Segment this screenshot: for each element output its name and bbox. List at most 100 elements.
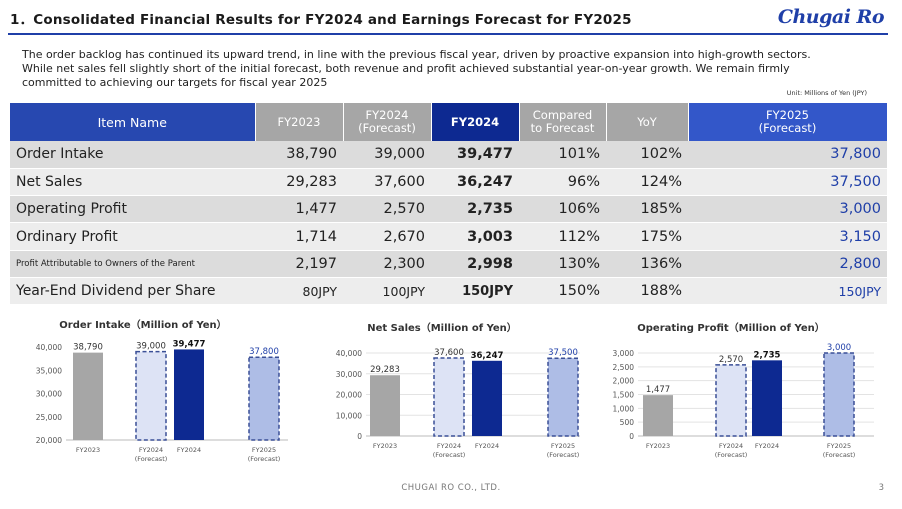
cell-fy2024: 36,247 — [431, 168, 519, 197]
x-tick-label: FY2024 — [719, 442, 743, 450]
header-fy2024-forecast-line2: (Forecast) — [358, 121, 416, 135]
title-divider — [8, 33, 888, 35]
data-label: 38,790 — [73, 343, 103, 353]
data-label: 39,477 — [173, 339, 206, 349]
y-tick-label: 0 — [629, 432, 634, 441]
data-label: 29,283 — [370, 365, 400, 375]
cell-compared: 130% — [519, 250, 606, 278]
bar — [715, 364, 747, 437]
y-tick-label: 20,000 — [336, 391, 362, 400]
row-name: Year-End Dividend per Share — [10, 277, 255, 306]
cell-fy2024: 2,735 — [431, 195, 519, 224]
row-name: Order Intake — [10, 141, 255, 169]
y-tick-label: 2,000 — [613, 377, 635, 386]
net-sales-chart: Net Sales（Million of Yen） 0 10,000 20,000 30… — [308, 318, 588, 478]
cell-fy2024-forecast: 2,670 — [343, 222, 431, 251]
header-fy2024: FY2024 — [431, 103, 520, 141]
row-name: Operating Profit — [10, 195, 255, 224]
x-tick-label: FY2025 — [827, 442, 851, 450]
bar — [547, 357, 579, 437]
x-tick-label-sub: (Forecast) — [715, 451, 748, 459]
cell-fy2024-forecast: 2,300 — [343, 250, 431, 278]
data-label: 37,500 — [548, 348, 578, 358]
cell-fy2024: 150JPY — [431, 277, 519, 306]
cell-yoy: 188% — [606, 277, 688, 306]
x-tick-label: FY2024 — [755, 442, 779, 450]
x-tick-label-sub: (Forecast) — [433, 451, 466, 459]
x-tick-label: FY2024 — [475, 442, 499, 450]
y-tick-label: 35,000 — [36, 366, 62, 375]
y-tick-label: 1,500 — [613, 391, 635, 400]
unit-note: Unit: Millions of Yen (JPY) — [786, 89, 867, 97]
x-tick-label-sub: (Forecast) — [248, 455, 281, 463]
financial-results-table: Item Name FY2023 FY2024 (Forecast) FY2024… — [10, 103, 888, 306]
x-tick-label: FY2023 — [646, 442, 670, 450]
data-label: 2,735 — [754, 350, 781, 360]
row-name: Profit Attributable to Owners of the Par… — [10, 250, 255, 278]
y-tick-label: 500 — [620, 418, 635, 427]
header-fy2023: FY2023 — [255, 103, 344, 141]
cell-fy2023: 2,197 — [255, 250, 343, 278]
bar — [135, 350, 167, 441]
header-fy2025-line2: (Forecast) — [758, 121, 817, 135]
cell-fy2024-forecast: 37,600 — [343, 168, 431, 197]
chart-title: Operating Profit（Million of Yen） — [637, 321, 824, 334]
cell-fy2024-forecast: 2,570 — [343, 195, 431, 224]
cell-fy2025-forecast: 2,800 — [688, 250, 887, 278]
cell-fy2023: 29,283 — [255, 168, 343, 197]
cell-fy2024: 2,998 — [431, 250, 519, 278]
y-tick-label: 30,000 — [36, 390, 62, 399]
y-tick-label: 0 — [357, 432, 362, 441]
header-fy2025-line1: FY2025 — [766, 108, 809, 122]
cell-fy2025-forecast: 3,150 — [688, 222, 887, 251]
y-tick-label: 3,000 — [613, 349, 635, 358]
cell-fy2024: 3,003 — [431, 222, 519, 251]
x-tick-label-sub: (Forecast) — [547, 451, 580, 459]
y-tick-label: 20,000 — [36, 436, 62, 445]
table-row: Net Sales 29,283 37,600 36,247 96% 124% … — [10, 168, 887, 197]
table-row: Operating Profit 1,477 2,570 2,735 106% … — [10, 195, 887, 224]
bar — [643, 395, 673, 436]
data-label: 36,247 — [471, 351, 504, 361]
table-row: Profit Attributable to Owners of the Par… — [10, 250, 887, 278]
company-logo: Chugai Ro — [777, 6, 885, 28]
header-item-name: Item Name — [10, 103, 256, 141]
cell-fy2024-forecast: 39,000 — [343, 141, 431, 169]
table-row: Ordinary Profit 1,714 2,670 3,003 112% 1… — [10, 222, 887, 251]
bar — [752, 360, 782, 436]
table-row: Order Intake 38,790 39,000 39,477 101% 1… — [10, 141, 887, 169]
bar — [174, 349, 204, 440]
cell-yoy: 102% — [606, 141, 688, 169]
cell-fy2025-forecast: 37,800 — [688, 141, 887, 169]
cell-yoy: 175% — [606, 222, 688, 251]
x-tick-label: FY2024 — [139, 446, 163, 454]
cell-fy2023: 38,790 — [255, 141, 343, 169]
y-tick-label: 2,500 — [613, 363, 635, 372]
operating-profit-chart: Operating Profit（Million of Yen） 0 500 1,00… — [592, 318, 882, 478]
bar — [73, 352, 103, 440]
cell-yoy: 124% — [606, 168, 688, 197]
cell-compared: 106% — [519, 195, 606, 224]
intro-text: The order backlog has continued its upwa… — [22, 48, 811, 89]
data-label: 2,570 — [719, 355, 743, 365]
cell-fy2023: 80JPY — [255, 277, 343, 306]
net-sales-chart-svg: Net Sales（Million of Yen） 0 10,000 20,000 30… — [336, 321, 580, 459]
page-title: 1．Consolidated Financial Results for FY2… — [10, 12, 632, 28]
row-name: Ordinary Profit — [10, 222, 255, 251]
data-label: 3,000 — [827, 343, 851, 353]
cell-compared: 96% — [519, 168, 606, 197]
y-tick-label: 1,000 — [613, 404, 635, 413]
header-yoy: YoY — [606, 103, 689, 141]
cell-fy2025-forecast: 3,000 — [688, 195, 887, 224]
x-tick-label: FY2025 — [551, 442, 575, 450]
data-label: 1,477 — [646, 385, 670, 395]
y-tick-label: 40,000 — [36, 343, 62, 352]
cell-compared: 112% — [519, 222, 606, 251]
bar — [248, 356, 280, 441]
cell-compared: 101% — [519, 141, 606, 169]
x-tick-label: FY2023 — [76, 446, 100, 454]
header-fy2024-forecast-line1: FY2024 — [365, 108, 409, 122]
page-number: 3 — [878, 483, 884, 493]
x-tick-label-sub: (Forecast) — [823, 451, 856, 459]
bar — [823, 352, 855, 437]
